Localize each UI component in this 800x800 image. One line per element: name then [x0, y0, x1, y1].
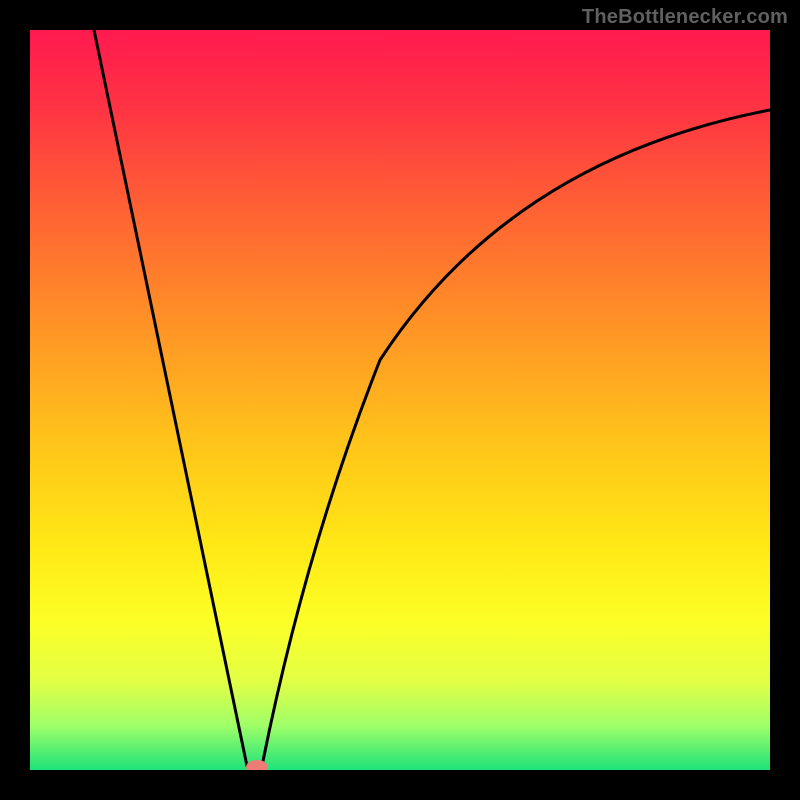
- bottleneck-curve: [94, 30, 770, 770]
- optimal-point-marker: [246, 760, 268, 770]
- plot-area: [30, 30, 770, 770]
- curve-svg: [30, 30, 770, 770]
- watermark-text: TheBottlenecker.com: [582, 6, 788, 29]
- chart-container: TheBottlenecker.com: [0, 0, 800, 800]
